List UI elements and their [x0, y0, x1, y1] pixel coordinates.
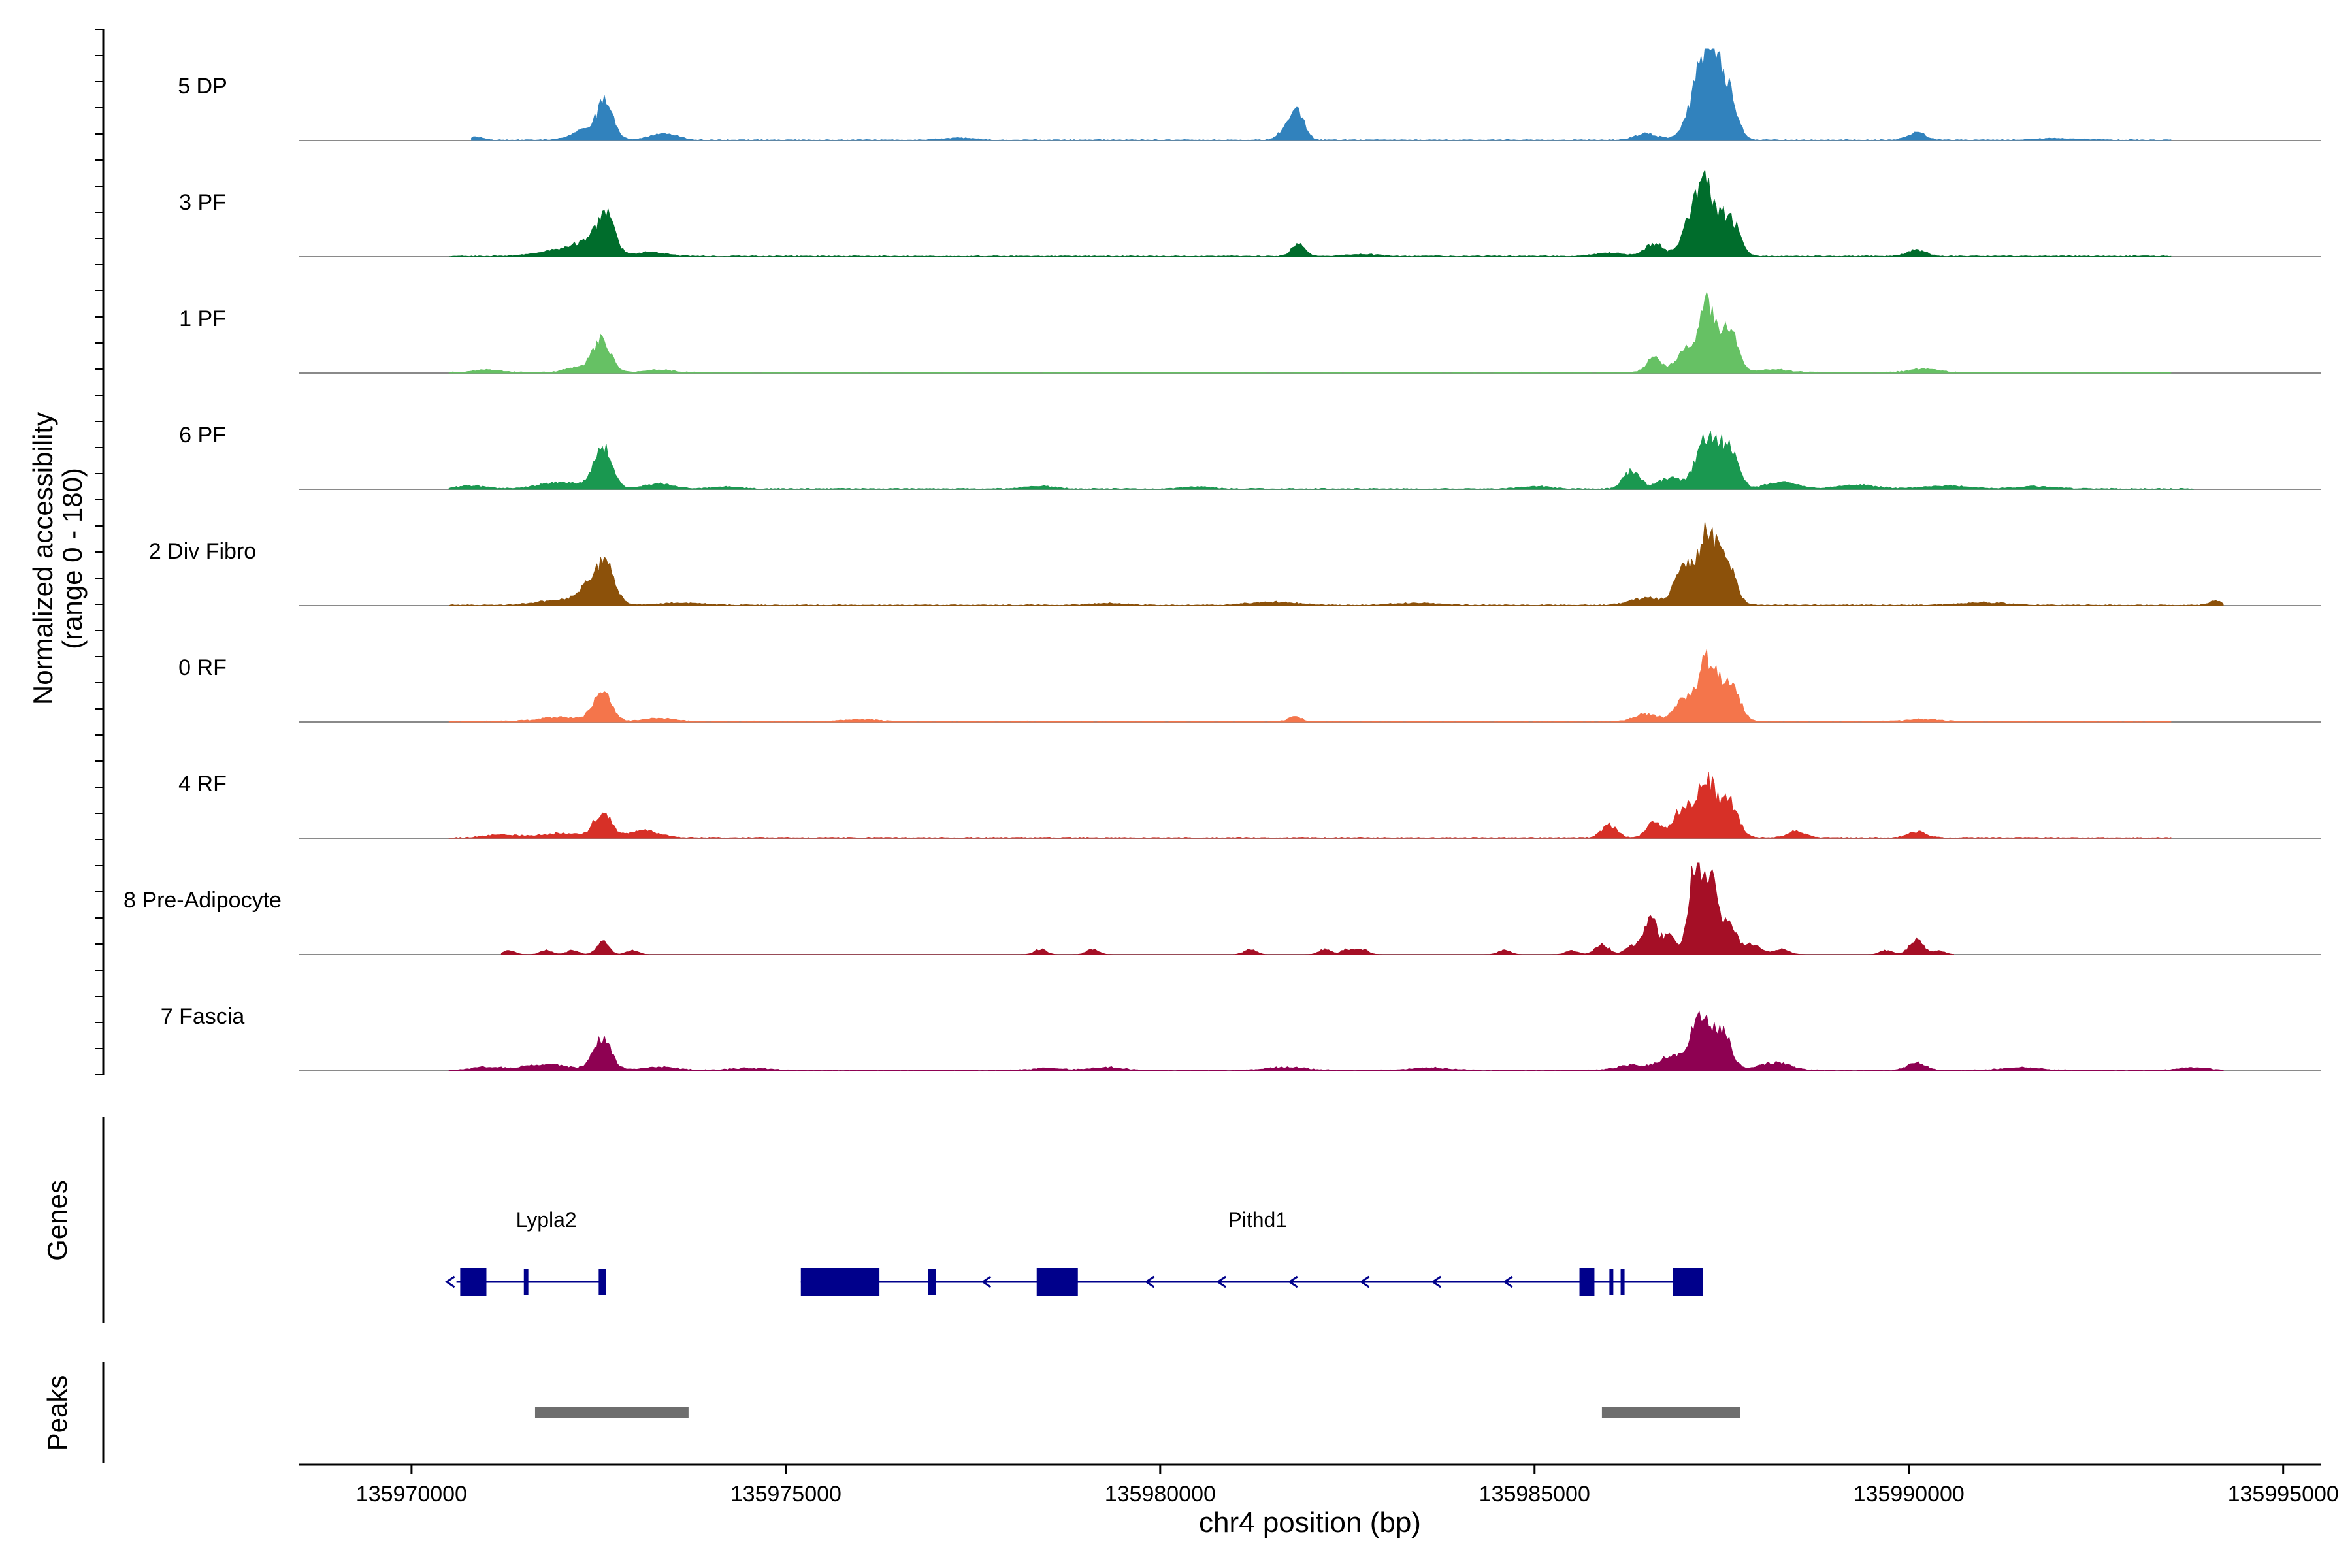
x-axis-tick-label: 135980000 [1105, 1482, 1216, 1507]
x-axis-tick-label: 135995000 [2228, 1482, 2339, 1507]
coverage-area [448, 1010, 2224, 1071]
gene-lypla2: Lypla2 [444, 1208, 606, 1296]
track-label: 6 PF [179, 423, 226, 448]
track-5-dp: 5 DP [178, 48, 2321, 141]
strand-arrow-icon [1144, 1275, 1155, 1288]
x-axis-tick-label: 135985000 [1479, 1482, 1590, 1507]
gene-pithd1: Pithd1 [800, 1208, 1703, 1296]
gene-exon [1609, 1269, 1614, 1295]
track-8-pre-adipocyte: 8 Pre-Adipocyte [123, 862, 2321, 955]
genes-track: Lypla2 Pithd1 [444, 1208, 1703, 1296]
x-axis-label: chr4 position (bp) [1199, 1507, 1421, 1539]
gene-label: Lypla2 [516, 1208, 577, 1232]
track-1-pf: 1 PF [179, 291, 2321, 374]
track-label: 1 PF [179, 306, 226, 331]
coverage-area [448, 291, 2172, 374]
peaks-panel-label: Peaks [42, 1375, 73, 1452]
track-0-rf: 0 RF [178, 649, 2321, 723]
strand-arrow-icon [1288, 1275, 1298, 1288]
y-axis-label-line1: Normalized accessibility [27, 412, 58, 705]
coverage-area [448, 649, 2172, 723]
track-4-rf: 4 RF [178, 772, 2321, 839]
x-axis-tick-label: 135975000 [730, 1482, 841, 1507]
gene-exon [523, 1269, 529, 1295]
strand-arrow-icon [444, 1275, 455, 1288]
coverage-area [500, 862, 1954, 955]
coverage-area [449, 521, 2224, 606]
coverage-area [448, 772, 2172, 839]
strand-arrow-icon [1216, 1275, 1226, 1288]
gene-exon [800, 1268, 880, 1296]
strand-arrow-icon [1503, 1275, 1513, 1288]
track-6-pf: 6 PF [179, 423, 2321, 490]
peaks-track [534, 1407, 1740, 1418]
track-label: 5 DP [178, 74, 227, 99]
track-label: 4 RF [178, 772, 227, 796]
gene-exon [460, 1268, 487, 1296]
strand-arrow-icon [1359, 1275, 1370, 1288]
coverage-tracks: 5 DP 3 PF 1 PF 6 PF 2 Div Fibro 0 RF 4 RF 8 Pre… [123, 48, 2321, 1071]
x-axis: 135970000 135975000 135980000 135985000 1359… [356, 1465, 2339, 1507]
track-label: 3 PF [179, 190, 226, 215]
gene-exon [1579, 1268, 1595, 1296]
gene-exon [1673, 1268, 1703, 1296]
gene-exon [598, 1269, 606, 1295]
gene-exon [1620, 1269, 1625, 1295]
peak-region [1601, 1407, 1740, 1418]
track-label: 2 Div Fibro [149, 539, 256, 564]
coverage-y-axis [95, 29, 105, 1075]
coverage-area [448, 431, 2194, 490]
track-label: 8 Pre-Adipocyte [123, 888, 282, 913]
coverage-area [471, 48, 2172, 141]
track-label: 0 RF [178, 655, 227, 680]
genes-panel-label: Genes [42, 1180, 73, 1261]
track-3-pf: 3 PF [179, 169, 2321, 257]
y-axis-label-line2: (range 0 - 180) [57, 468, 88, 649]
track-7-fascia: 7 Fascia [161, 1004, 2321, 1071]
track-2-div-fibro: 2 Div Fibro [149, 521, 2321, 606]
gene-exon [1036, 1268, 1078, 1296]
coverage-area [449, 169, 2172, 257]
track-label: 7 Fascia [161, 1004, 245, 1029]
peak-region [534, 1407, 689, 1418]
x-axis-tick-label: 135990000 [1854, 1482, 1965, 1507]
strand-arrow-icon [1431, 1275, 1442, 1288]
gene-label: Pithd1 [1228, 1208, 1287, 1232]
gene-exon [928, 1269, 936, 1295]
strand-arrow-icon [981, 1275, 992, 1288]
x-axis-tick-label: 135970000 [356, 1482, 467, 1507]
